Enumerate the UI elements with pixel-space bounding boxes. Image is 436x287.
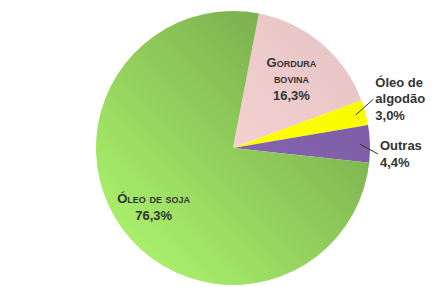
data-label: 3,0% (375, 108, 405, 123)
data-label: 76,3% (135, 208, 172, 223)
leader-line (360, 144, 378, 154)
chart: Gordurabovina 16,3% Óleo dealgodão 3,0% Outr… (0, 0, 436, 287)
slice-label: Outras (380, 138, 422, 153)
slice-label: Gordurabovina (267, 55, 317, 86)
leader-line (356, 99, 374, 115)
data-label: 4,4% (380, 155, 410, 170)
data-labels: Gordurabovina 16,3% Óleo dealgodão 3,0% Outr… (117, 55, 425, 223)
slice-label: Óleo de soja (117, 191, 190, 206)
data-label: 16,3% (273, 88, 310, 103)
slice-label: Óleo dealgodão (375, 75, 425, 106)
pie (96, 11, 370, 285)
plot-area (96, 11, 370, 285)
pie-slice (96, 11, 369, 285)
